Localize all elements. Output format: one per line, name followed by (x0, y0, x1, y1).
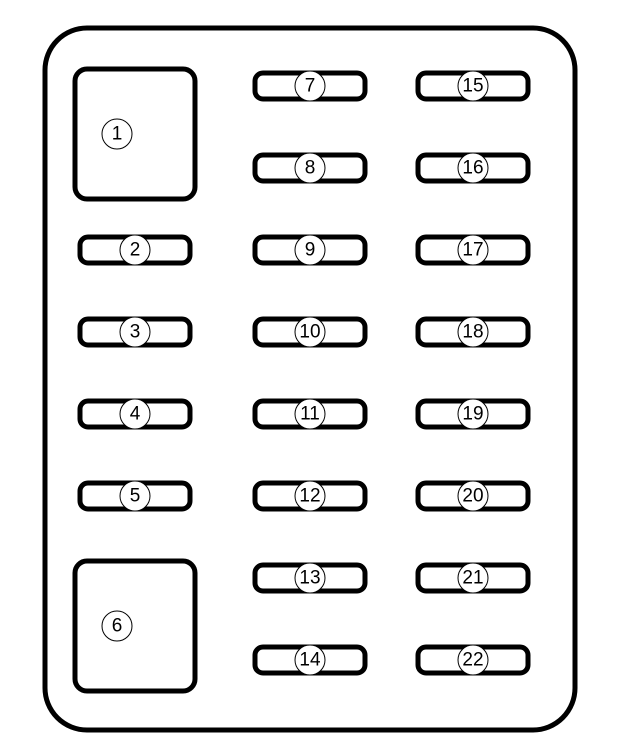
slot-label-13: 13 (295, 563, 325, 593)
relay-box-6 (75, 561, 195, 691)
slot-label-4: 4 (120, 399, 150, 429)
slot-label-6: 6 (102, 611, 132, 641)
slot-label-8: 8 (295, 153, 325, 183)
slot-label-15: 15 (458, 71, 488, 101)
slot-label-19: 19 (458, 399, 488, 429)
slot-label-1: 1 (102, 119, 132, 149)
slot-label-17: 17 (458, 235, 488, 265)
svg-text:21: 21 (462, 568, 483, 589)
svg-text:6: 6 (112, 616, 123, 637)
svg-text:16: 16 (462, 158, 483, 179)
svg-text:1: 1 (112, 124, 123, 145)
slot-label-5: 5 (120, 481, 150, 511)
svg-text:3: 3 (130, 322, 141, 343)
svg-text:14: 14 (299, 650, 321, 671)
slot-label-2: 2 (120, 235, 150, 265)
slot-label-11: 11 (295, 399, 325, 429)
svg-text:9: 9 (305, 240, 316, 261)
relay-box-1 (75, 69, 195, 199)
svg-text:20: 20 (462, 486, 483, 507)
slot-label-16: 16 (458, 153, 488, 183)
svg-text:12: 12 (299, 486, 320, 507)
slot-label-21: 21 (458, 563, 488, 593)
slot-label-10: 10 (295, 317, 325, 347)
svg-text:11: 11 (300, 404, 320, 425)
svg-text:22: 22 (462, 650, 483, 671)
slot-label-12: 12 (295, 481, 325, 511)
svg-text:4: 4 (130, 404, 141, 425)
svg-text:18: 18 (462, 322, 483, 343)
fuse-box-diagram: 16234578910111213141516171819202122 (0, 0, 622, 755)
slot-label-14: 14 (295, 645, 325, 675)
slot-label-22: 22 (458, 645, 488, 675)
svg-text:13: 13 (299, 568, 320, 589)
slot-label-3: 3 (120, 317, 150, 347)
slot-label-7: 7 (295, 71, 325, 101)
svg-text:8: 8 (305, 158, 316, 179)
slot-label-9: 9 (295, 235, 325, 265)
svg-text:5: 5 (130, 486, 141, 507)
svg-text:10: 10 (299, 322, 320, 343)
svg-text:15: 15 (462, 76, 483, 97)
svg-text:19: 19 (462, 404, 483, 425)
slot-label-20: 20 (458, 481, 488, 511)
svg-text:2: 2 (130, 240, 141, 261)
slot-label-18: 18 (458, 317, 488, 347)
svg-text:17: 17 (462, 240, 483, 261)
svg-text:7: 7 (305, 76, 316, 97)
